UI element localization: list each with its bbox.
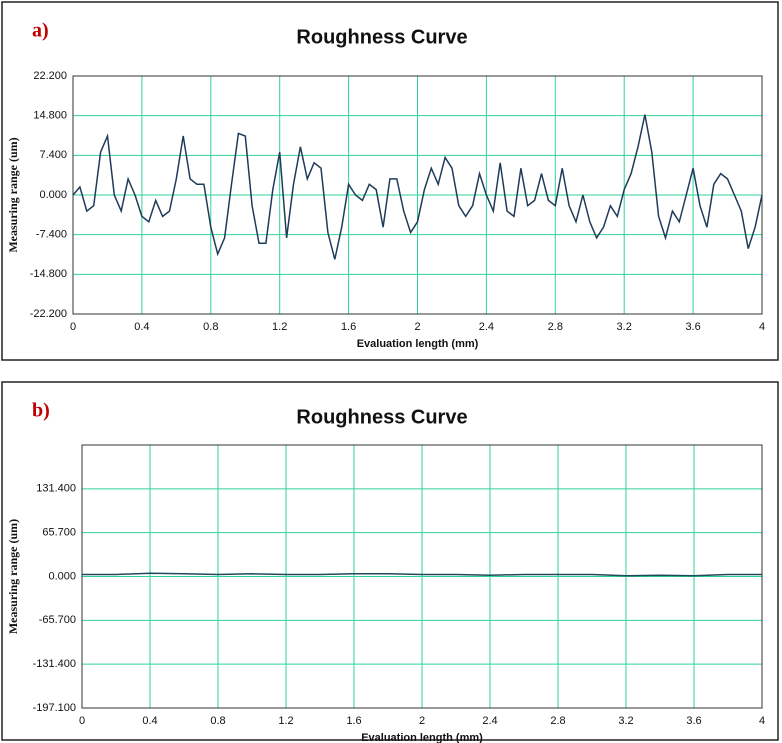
x-tick-label: 2 bbox=[414, 321, 420, 333]
y-tick-label: -197.100 bbox=[33, 702, 76, 714]
y-tick-label: 65.700 bbox=[42, 527, 76, 539]
y-tick-label: -14.800 bbox=[30, 268, 67, 280]
x-tick-label: 3.6 bbox=[686, 715, 701, 727]
x-tick-label: 2.4 bbox=[479, 321, 494, 333]
x-tick-label: 2.8 bbox=[550, 715, 565, 727]
y-tick-label: 0.000 bbox=[39, 189, 67, 201]
roughness-line bbox=[72, 114, 763, 260]
y-tick-label: 131.400 bbox=[36, 483, 76, 495]
chart-title: Roughness Curve bbox=[296, 406, 467, 428]
y-tick-label: 14.800 bbox=[33, 110, 67, 122]
x-axis-label: Evaluation length (mm) bbox=[361, 732, 483, 743]
panel-label: a) bbox=[32, 20, 49, 42]
plot-border bbox=[81, 444, 763, 709]
x-tick-label: 3.6 bbox=[685, 321, 700, 333]
y-axis-label: Measuring range (um) bbox=[6, 519, 20, 634]
roughness-line bbox=[82, 572, 762, 577]
panel-label: b) bbox=[32, 400, 50, 422]
panel-frame bbox=[1, 381, 779, 741]
y-tick-label: -7.400 bbox=[36, 229, 67, 241]
y-tick-label: -22.200 bbox=[30, 308, 67, 320]
x-tick-label: 1.6 bbox=[341, 321, 356, 333]
panel-frame bbox=[1, 1, 779, 361]
x-tick-label: 1.2 bbox=[272, 321, 287, 333]
x-tick-label: 1.6 bbox=[346, 715, 361, 727]
x-tick-label: 0.8 bbox=[210, 715, 225, 727]
x-axis-label: Evaluation length (mm) bbox=[357, 338, 479, 350]
x-tick-label: 0 bbox=[79, 715, 85, 727]
y-tick-label: 0.000 bbox=[48, 570, 76, 582]
x-tick-label: 0 bbox=[70, 321, 76, 333]
y-tick-label: 22.200 bbox=[33, 70, 67, 82]
y-tick-label: -131.400 bbox=[33, 658, 76, 670]
x-tick-label: 2.4 bbox=[482, 715, 497, 727]
x-tick-label: 0.8 bbox=[203, 321, 218, 333]
x-tick-label: 0.4 bbox=[142, 715, 157, 727]
chart-title: Roughness Curve bbox=[296, 26, 467, 48]
x-tick-label: 3.2 bbox=[618, 715, 633, 727]
x-tick-label: 4 bbox=[759, 715, 765, 727]
y-axis-label: Measuring range (um) bbox=[6, 137, 20, 252]
x-tick-label: 1.2 bbox=[278, 715, 293, 727]
x-tick-label: 3.2 bbox=[617, 321, 632, 333]
y-tick-label: 7.400 bbox=[39, 149, 67, 161]
x-tick-label: 4 bbox=[759, 321, 765, 333]
x-tick-label: 2 bbox=[419, 715, 425, 727]
x-tick-label: 2.8 bbox=[548, 321, 563, 333]
y-tick-label: -65.700 bbox=[39, 614, 76, 626]
x-tick-label: 0.4 bbox=[134, 321, 149, 333]
